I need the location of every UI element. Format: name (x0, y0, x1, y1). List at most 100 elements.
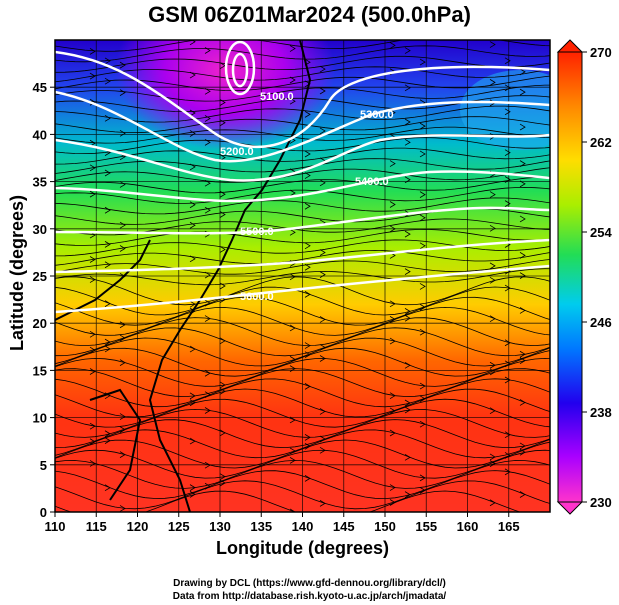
wind-arrow (219, 429, 226, 437)
wind-arrow (104, 300, 111, 307)
wind-arrow (189, 109, 196, 117)
wind-arrow (519, 442, 526, 450)
wind-arrow (519, 123, 526, 131)
wind-arrow (219, 246, 226, 253)
wind-arrow (89, 256, 96, 263)
contour-label: 5100.0 (260, 91, 294, 103)
coastline (148, 40, 312, 512)
wind-arrow (104, 484, 111, 492)
x-tick-label: 140 (292, 519, 314, 534)
wind-arrow (219, 473, 226, 481)
contour-label: 5400.0 (355, 176, 389, 188)
wind-arrow (289, 228, 296, 236)
x-tick-label: 130 (209, 519, 231, 534)
wind-arrow (319, 355, 326, 362)
wind-arrow (89, 368, 96, 375)
wind-arrow (389, 392, 396, 400)
wind-arrow (89, 276, 96, 283)
wind-arrow (119, 505, 126, 512)
geopotential-contour (55, 170, 550, 203)
wind-arrow (419, 150, 426, 158)
x-tick-label: 120 (127, 519, 149, 534)
wind-arrow (289, 189, 296, 197)
wind-arrow (389, 484, 396, 491)
wind-arrow (189, 40, 196, 46)
wind-arrow (304, 263, 311, 271)
x-tick-label: 135 (250, 519, 272, 534)
streamline (55, 158, 550, 174)
streamline (55, 449, 550, 479)
wind-arrow (389, 42, 396, 49)
streamline (55, 105, 550, 123)
streamline (55, 137, 550, 155)
x-tick-label: 115 (86, 519, 107, 534)
wind-arrow (404, 176, 411, 184)
wind-arrow (304, 442, 311, 450)
wind-arrow (119, 89, 126, 96)
streamline (55, 276, 550, 306)
wind-arrow (519, 448, 526, 456)
wind-arrow (489, 191, 496, 198)
wind-arrow (319, 500, 326, 507)
wind-arrow (89, 190, 96, 198)
wind-arrow (204, 87, 211, 95)
wind-arrow (189, 163, 196, 171)
wind-arrow (204, 407, 211, 414)
wind-arrow (289, 416, 296, 424)
wind-arrow (204, 369, 211, 377)
wind-arrow (319, 249, 326, 256)
wind-arrow (519, 357, 526, 364)
wind-arrow (89, 422, 96, 430)
wind-arrow (489, 79, 496, 86)
colorbar-top-arrow (556, 39, 584, 53)
wind-arrow (219, 282, 226, 290)
wind-arrow (304, 58, 311, 66)
temperature-field: 5100.0 5200.0 5300.0 5400.0 5500.0 5600.0 (55, 40, 550, 512)
wind-arrow (419, 328, 426, 336)
wind-arrow (419, 303, 426, 311)
wind-arrow (89, 346, 96, 354)
wind-arrow (304, 80, 311, 88)
wind-arrow (89, 48, 96, 55)
wind-arrow (189, 221, 196, 229)
contour-label: 5500.0 (240, 226, 274, 238)
streamline (55, 249, 550, 266)
streamline (55, 490, 521, 512)
wind-arrow (104, 57, 111, 65)
wind-arrow (419, 395, 426, 403)
streamline (55, 398, 550, 428)
wind-arrow (519, 307, 526, 314)
wind-arrow (219, 337, 226, 345)
wind-arrow (489, 276, 496, 284)
streamline (55, 368, 550, 398)
wind-arrow (204, 315, 211, 322)
wind-arrow (204, 179, 211, 187)
wind-arrow (519, 180, 526, 188)
streamline (55, 126, 550, 144)
wind-arrow (204, 271, 211, 279)
contour-label: 5200.0 (220, 146, 254, 158)
wind-arrow (204, 139, 211, 146)
wind-arrow (504, 108, 511, 116)
streamline (55, 286, 550, 316)
wind-arrow (504, 57, 511, 65)
wind-arrow (304, 111, 311, 118)
wind-arrow (404, 361, 411, 369)
colorbar-tick-label: 262 (590, 135, 612, 150)
wind-arrow (404, 314, 411, 322)
streamline (55, 337, 550, 367)
wind-arrow (119, 359, 126, 366)
wind-arrow (219, 387, 226, 395)
wind-arrow (304, 342, 311, 349)
x-tick-label: 150 (374, 519, 396, 534)
wind-arrow (419, 420, 426, 428)
wind-arrow (504, 200, 511, 207)
y-tick-label: 35 (33, 175, 47, 190)
wind-arrow (519, 88, 526, 96)
x-tick-label: 125 (168, 519, 190, 534)
wind-arrow (504, 84, 511, 92)
streamline (55, 347, 550, 377)
streamline (55, 147, 550, 165)
x-tick-label: 155 (415, 519, 437, 534)
wind-arrow (219, 190, 226, 198)
